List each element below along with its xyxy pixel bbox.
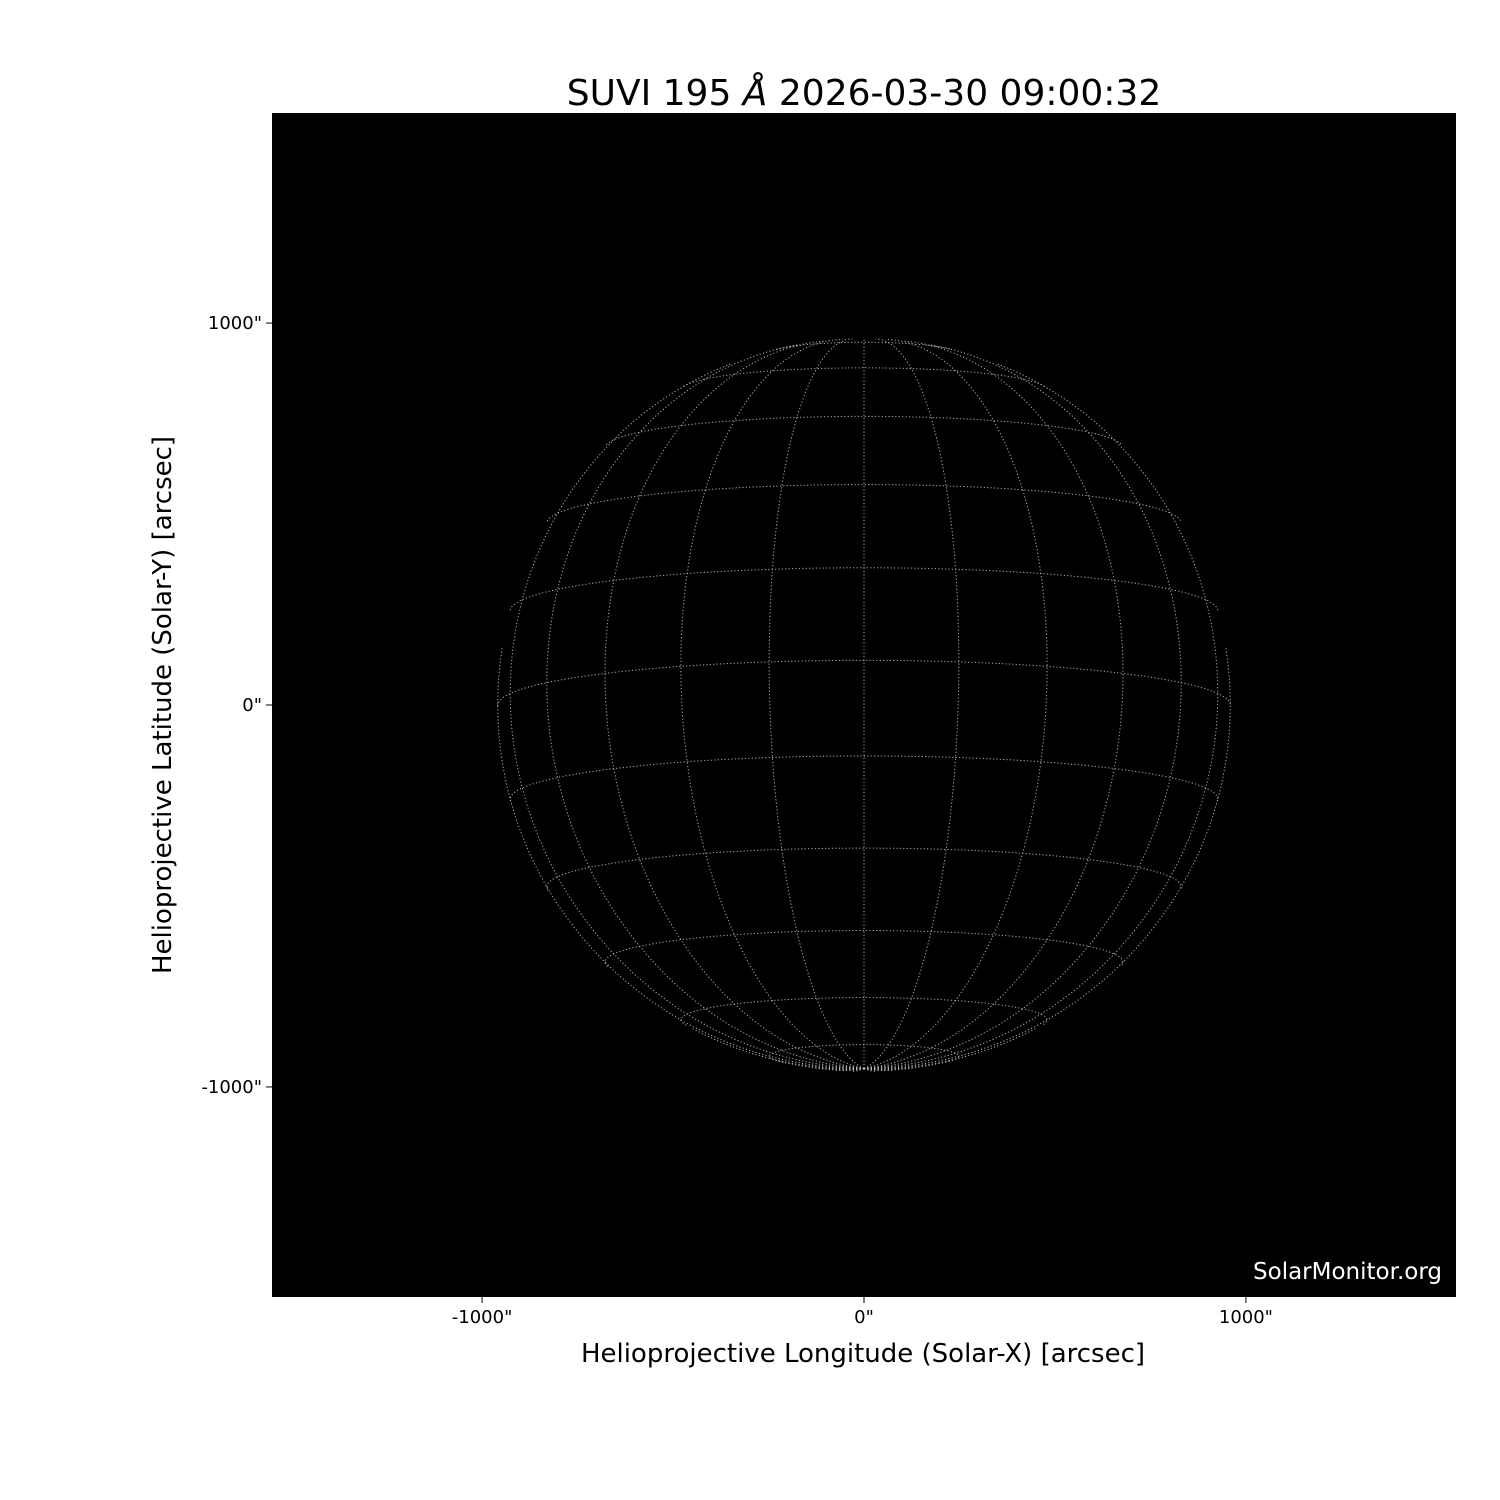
title-prefix: SUVI 195 xyxy=(567,73,743,114)
heliographic-grid xyxy=(497,338,1231,1072)
longitude-line xyxy=(863,1060,952,1070)
longitude-line xyxy=(863,1068,893,1072)
y-tick-label: 0" xyxy=(242,695,262,716)
plot-area xyxy=(272,113,1456,1297)
y-axis-label: Helioprojective Latitude (Solar-Y) [arcs… xyxy=(148,436,178,974)
longitude-line xyxy=(814,1067,865,1071)
y-tick-label: 1000" xyxy=(208,313,262,334)
longitude-line xyxy=(546,344,865,1069)
longitude-line xyxy=(863,340,1124,1069)
x-tick-label: 0" xyxy=(854,1307,874,1328)
latitude-line xyxy=(546,484,1182,522)
x-tick-label: -1000" xyxy=(452,1307,513,1328)
longitude-line xyxy=(863,363,1219,1069)
longitude-line xyxy=(850,1068,865,1072)
x-axis-label: Helioprojective Longitude (Solar-X) [arc… xyxy=(581,1339,1145,1369)
title-suffix: 2026-03-30 09:00:32 xyxy=(767,73,1161,114)
longitude-line xyxy=(863,344,1182,1069)
longitude-line xyxy=(692,1028,865,1070)
longitude-line xyxy=(863,1028,1036,1070)
latitude-line xyxy=(680,997,1048,1026)
axis-ticks: -1000" 0" 1000" 1000" 0" -1000" xyxy=(201,313,1273,1328)
watermark: SolarMonitor.org xyxy=(1253,1259,1442,1285)
latitude-line xyxy=(497,659,1231,706)
chart-title: SUVI 195 Å 2026-03-30 09:00:32 xyxy=(567,71,1161,114)
latitude-line xyxy=(606,415,1122,445)
longitude-line xyxy=(509,363,865,1069)
longitude-line xyxy=(863,1068,878,1072)
longitude-line xyxy=(864,648,1231,1069)
longitude-line xyxy=(863,1067,914,1071)
longitude-line xyxy=(863,339,1048,1069)
longitude-line xyxy=(680,339,865,1069)
longitude-line xyxy=(863,338,960,1069)
latitude-line xyxy=(683,367,1045,387)
latitude-line xyxy=(776,341,952,350)
longitude-line xyxy=(604,340,865,1069)
y-tick-label: -1000" xyxy=(201,1077,262,1098)
longitude-line xyxy=(768,338,865,1069)
x-tick-label: 1000" xyxy=(1219,1307,1273,1328)
latitude-line xyxy=(509,755,1219,802)
longitude-line xyxy=(835,1068,865,1072)
title-unit: Å xyxy=(741,71,768,114)
latitude-line xyxy=(546,847,1182,891)
longitude-line xyxy=(497,648,864,1069)
